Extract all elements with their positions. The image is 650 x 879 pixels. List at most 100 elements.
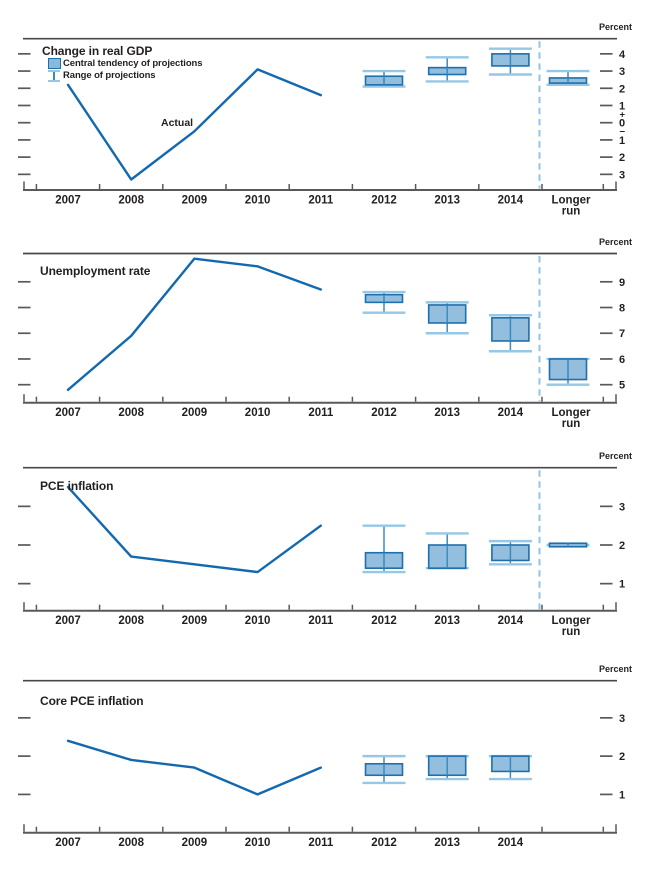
x-tick-label-longer-run: Longer xyxy=(552,407,591,419)
x-tick-label-2008: 2008 xyxy=(118,615,144,627)
x-tick-label-2014: 2014 xyxy=(498,195,524,207)
gdp-projection-2014 xyxy=(488,47,532,76)
y-tick-label: 8 xyxy=(619,303,625,315)
panel-title-gdp: Change in real GDP xyxy=(42,44,153,58)
axis-unit-label: Percent xyxy=(598,22,632,32)
y-tick-label: 0 xyxy=(619,118,625,130)
x-tick-label-2014: 2014 xyxy=(498,407,524,419)
x-tick-label-2013: 2013 xyxy=(434,195,460,207)
actual-series-annotation: Actual xyxy=(161,117,194,129)
y-tick-label: 3 xyxy=(619,169,625,181)
core-pce-inflation-actual-line xyxy=(66,739,322,796)
x-tick-label-2012: 2012 xyxy=(371,407,397,419)
y-tick-label: 1 xyxy=(619,579,625,591)
y-tick-label: 2 xyxy=(619,751,625,763)
y-tick-label: 1 xyxy=(619,100,625,112)
panel-title-core-pce-inflation: Core PCE inflation xyxy=(40,694,144,708)
x-tick-label-2007: 2007 xyxy=(55,615,81,627)
unemployment-projection-longer-run xyxy=(546,357,590,386)
y-tick-label: 2 xyxy=(619,83,625,95)
x-axis: 2007 2008 2009 2010 2011 2012 2013 2014 Longerru… xyxy=(23,181,617,218)
y-tick-label: 7 xyxy=(619,328,625,340)
gdp-projection-2012 xyxy=(362,69,406,88)
x-tick-label-2010: 2010 xyxy=(245,195,271,207)
legend-range-whisker-icon xyxy=(48,70,60,82)
axis-unit-label: Percent xyxy=(598,664,632,674)
unemployment-actual-line xyxy=(66,257,322,392)
x-tick-label-2009: 2009 xyxy=(182,615,208,627)
pce-inflation-projection-2013 xyxy=(425,532,469,570)
x-tick-label-2009: 2009 xyxy=(182,407,208,419)
x-tick-label-2012: 2012 xyxy=(371,615,397,627)
legend-range-label: Range of projections xyxy=(63,69,156,81)
axis-unit-label: Percent xyxy=(598,451,632,461)
y-tick-label: 1 xyxy=(619,789,625,801)
core-pce-inflation-projection-2014 xyxy=(488,754,532,781)
pce-inflation-projection-2012 xyxy=(362,524,406,574)
unemployment-projection-2013 xyxy=(425,301,469,335)
x-tick-label-2008: 2008 xyxy=(118,407,144,419)
x-tick-label-2008: 2008 xyxy=(118,837,144,849)
x-tick-label-2008: 2008 xyxy=(118,195,144,207)
pce-inflation-actual-line xyxy=(66,485,322,574)
y-tick-label: 2 xyxy=(619,152,625,164)
y-tick-label: 3 xyxy=(619,66,625,78)
panel-gdp: 2007 2008 2009 2010 2011 2012 2013 2014 Longerru… xyxy=(18,37,626,218)
y-tick-label: 4 xyxy=(619,49,626,61)
x-tick-label-2010: 2010 xyxy=(245,837,271,849)
x-tick-label-2009: 2009 xyxy=(182,837,208,849)
y-tick-label: 9 xyxy=(619,277,625,289)
x-tick-label-2010: 2010 xyxy=(245,615,271,627)
y-tick-label: 5 xyxy=(619,380,625,392)
gdp-projection-2013 xyxy=(425,56,469,83)
x-axis: 2007 2008 2009 2010 2011 2012 2013 2014 Longerru… xyxy=(23,602,617,638)
unemployment-projection-2012 xyxy=(362,290,406,314)
x-tick-label-2007: 2007 xyxy=(55,407,81,419)
panel-title-pce-inflation: PCE inflation xyxy=(40,479,114,493)
pce-inflation-projection-longer-run xyxy=(546,542,590,548)
x-tick-label-2011: 2011 xyxy=(308,615,334,627)
y-tick-label: 3 xyxy=(619,501,625,513)
negative-sign-label: – xyxy=(620,126,626,137)
x-tick-label-2011: 2011 xyxy=(308,195,334,207)
x-tick-label-2013: 2013 xyxy=(434,615,460,627)
panel-title-unemployment: Unemployment rate xyxy=(40,264,151,278)
panel-pce-inflation: 2007 2008 2009 2010 2011 2012 2013 2014 Longerru… xyxy=(18,466,625,638)
core-pce-inflation-projection-2013 xyxy=(425,754,469,781)
x-tick-label-longer-run: run xyxy=(562,418,581,430)
x-tick-label-2012: 2012 xyxy=(371,837,397,849)
x-tick-label-2007: 2007 xyxy=(55,195,81,207)
x-tick-label-2011: 2011 xyxy=(308,407,334,419)
y-tick-label: 2 xyxy=(619,540,625,552)
legend-central-tendency-label: Central tendency of projections xyxy=(63,58,203,69)
gdp-projection-longer-run xyxy=(546,69,590,87)
x-tick-label-2007: 2007 xyxy=(55,837,81,849)
x-tick-label-2013: 2013 xyxy=(434,837,460,849)
unemployment-projection-2014 xyxy=(488,314,532,353)
x-tick-label-2011: 2011 xyxy=(308,837,334,849)
gdp-actual-line xyxy=(66,68,322,181)
x-tick-label-longer-run: run xyxy=(562,206,581,218)
panel-core-pce-inflation: 2007 2008 2009 2010 2011 2012 2013 2014 3 2 1 xyxy=(18,679,625,849)
x-tick-label-longer-run: Longer xyxy=(552,615,591,627)
x-axis: 2007 2008 2009 2010 2011 2012 2013 2014 xyxy=(23,824,617,849)
x-axis: 2007 2008 2009 2010 2011 2012 2013 2014 Longerru… xyxy=(23,394,617,430)
axis-unit-label: Percent xyxy=(598,237,632,247)
x-tick-label-longer-run: Longer xyxy=(552,195,591,207)
legend-central-tendency-swatch-icon xyxy=(48,58,61,69)
x-tick-label-longer-run: run xyxy=(562,626,581,638)
positive-sign-label: + xyxy=(620,109,626,120)
panel-unemployment: 2007 2008 2009 2010 2011 2012 2013 2014 Longerru… xyxy=(18,252,625,430)
pce-inflation-projection-2014 xyxy=(488,539,532,566)
x-tick-label-2012: 2012 xyxy=(371,195,397,207)
x-tick-label-2014: 2014 xyxy=(498,837,524,849)
x-tick-label-2013: 2013 xyxy=(434,407,460,419)
y-tick-label: 3 xyxy=(619,713,625,725)
x-tick-label-2009: 2009 xyxy=(182,195,208,207)
x-tick-label-2010: 2010 xyxy=(245,407,271,419)
y-tick-label: 1 xyxy=(619,135,625,147)
x-tick-label-2014: 2014 xyxy=(498,615,524,627)
core-pce-inflation-projection-2012 xyxy=(362,754,406,785)
